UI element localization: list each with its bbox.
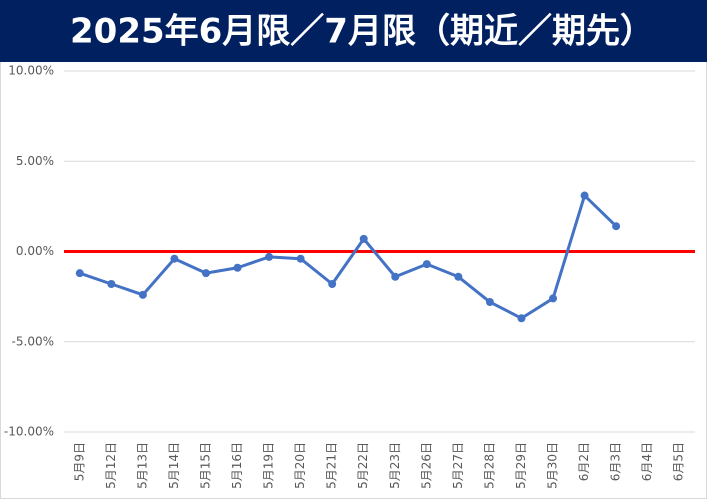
data-point	[138, 290, 147, 299]
x-tick-label: 5月9日	[72, 442, 86, 481]
data-point	[75, 269, 84, 278]
data-point	[485, 298, 494, 307]
title-banner	[0, 0, 707, 62]
x-tick-label: 5月29日	[514, 442, 528, 489]
y-tick-label: 0.00%	[16, 244, 54, 258]
x-tick-label: 5月23日	[388, 442, 402, 489]
data-point	[296, 254, 305, 263]
x-tick-label: 5月21日	[325, 442, 339, 489]
y-tick-label: 10.00%	[8, 64, 54, 78]
data-point	[201, 269, 210, 278]
x-tick-label: 5月12日	[104, 442, 118, 489]
data-point	[265, 252, 274, 261]
x-tick-label: 6月3日	[609, 442, 623, 481]
data-line	[79, 194, 618, 320]
x-tick-label: 5月14日	[167, 442, 181, 489]
data-point	[328, 279, 337, 288]
data-point	[454, 272, 463, 281]
data-point	[359, 234, 368, 243]
x-tick-label: 5月20日	[293, 442, 307, 489]
data-point	[107, 279, 116, 288]
x-tick-label: 5月27日	[451, 442, 465, 489]
x-tick-label: 5月16日	[230, 442, 244, 489]
x-tick-label: 6月5日	[672, 442, 686, 481]
y-tick-label: -5.00%	[12, 334, 54, 348]
chart-title: 2025年6月限／7月限（期近／期先）	[70, 12, 654, 52]
data-point	[391, 272, 400, 281]
x-tick-label: 5月19日	[262, 442, 276, 489]
data-point	[422, 260, 431, 269]
x-tick-label: 5月26日	[419, 442, 433, 489]
x-tick-label: 5月30日	[546, 442, 560, 489]
x-tick-label: 6月4日	[640, 442, 654, 481]
y-tick-label: 5.00%	[16, 154, 54, 168]
x-tick-label: 5月28日	[482, 442, 496, 489]
x-tick-label: 5月13日	[135, 442, 149, 489]
data-point	[549, 294, 558, 303]
data-point	[170, 254, 179, 263]
data-point	[612, 222, 621, 231]
data-point	[233, 263, 242, 272]
data-point	[580, 191, 589, 200]
y-tick-label: -10.00%	[4, 425, 54, 439]
x-tick-label: 6月2日	[577, 442, 591, 481]
x-tick-label: 5月15日	[198, 442, 212, 489]
data-point	[517, 314, 526, 323]
x-tick-label: 5月22日	[356, 442, 370, 489]
